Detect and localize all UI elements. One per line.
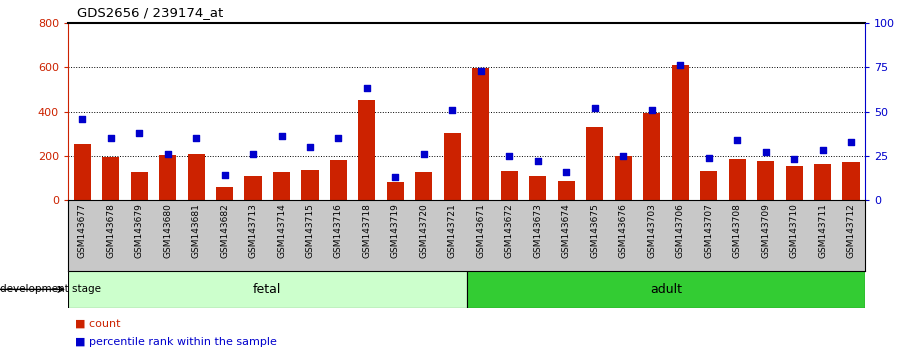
Bar [188, 154, 205, 200]
Text: GSM143708: GSM143708 [733, 204, 742, 258]
Point [502, 153, 516, 159]
Bar [728, 159, 746, 200]
Point [559, 169, 573, 175]
Bar [700, 171, 718, 200]
Point [132, 130, 147, 136]
Bar [843, 162, 860, 200]
Text: GSM143672: GSM143672 [505, 204, 514, 258]
Bar [130, 172, 148, 200]
Point [815, 148, 830, 153]
Bar [643, 113, 660, 200]
Bar [273, 172, 290, 200]
Text: GSM143673: GSM143673 [534, 204, 543, 258]
Text: development stage: development stage [0, 284, 101, 295]
Bar [671, 65, 689, 200]
Text: GSM143678: GSM143678 [106, 204, 115, 258]
Text: GDS2656 / 239174_at: GDS2656 / 239174_at [77, 6, 223, 19]
Text: GSM143680: GSM143680 [163, 204, 172, 258]
Text: GSM143718: GSM143718 [362, 204, 371, 258]
Bar [359, 101, 375, 200]
Point [587, 105, 602, 111]
Point [388, 174, 402, 180]
Text: GSM143713: GSM143713 [248, 204, 257, 258]
Text: GSM143716: GSM143716 [334, 204, 343, 258]
Point [474, 68, 488, 74]
Point [531, 158, 545, 164]
Text: GSM143676: GSM143676 [619, 204, 628, 258]
Bar [387, 182, 404, 200]
Bar [614, 156, 631, 200]
Point [360, 86, 374, 91]
Bar [814, 164, 831, 200]
Text: fetal: fetal [253, 283, 282, 296]
Point [103, 135, 118, 141]
Text: GSM143711: GSM143711 [818, 204, 827, 258]
Bar [245, 176, 262, 200]
Text: GSM143707: GSM143707 [704, 204, 713, 258]
Text: GSM143714: GSM143714 [277, 204, 286, 258]
Point [303, 144, 317, 150]
Text: GSM143712: GSM143712 [846, 204, 855, 258]
Text: GSM143710: GSM143710 [789, 204, 798, 258]
Bar [786, 166, 803, 200]
Point [616, 153, 631, 159]
Bar [467, 271, 865, 308]
Text: GSM143720: GSM143720 [419, 204, 429, 258]
Bar [444, 132, 461, 200]
Point [644, 107, 659, 113]
Text: GSM143719: GSM143719 [390, 204, 400, 258]
Bar [415, 172, 432, 200]
Text: GSM143675: GSM143675 [590, 204, 599, 258]
Bar [501, 171, 518, 200]
Bar [216, 187, 233, 200]
Point [701, 155, 716, 160]
Point [843, 139, 858, 144]
Point [275, 133, 289, 139]
Text: GSM143706: GSM143706 [676, 204, 685, 258]
Text: adult: adult [650, 283, 682, 296]
Bar [102, 157, 120, 200]
Bar [757, 161, 774, 200]
Point [217, 172, 232, 178]
Point [160, 151, 175, 157]
Bar [586, 127, 603, 200]
Point [246, 151, 260, 157]
Text: ■ count: ■ count [75, 319, 120, 329]
Text: GSM143677: GSM143677 [78, 204, 87, 258]
Bar [472, 68, 489, 200]
Bar [73, 144, 91, 200]
Point [445, 107, 459, 113]
Text: GSM143721: GSM143721 [448, 204, 457, 258]
Text: GSM143703: GSM143703 [647, 204, 656, 258]
Point [730, 137, 745, 143]
Point [673, 63, 688, 68]
Point [786, 156, 801, 162]
Text: ■ percentile rank within the sample: ■ percentile rank within the sample [75, 337, 277, 348]
Point [188, 135, 203, 141]
Bar [159, 155, 176, 200]
Text: GSM143681: GSM143681 [191, 204, 200, 258]
Text: GSM143709: GSM143709 [761, 204, 770, 258]
Point [75, 116, 90, 121]
Bar [529, 176, 546, 200]
Bar [330, 160, 347, 200]
Text: GSM143674: GSM143674 [562, 204, 571, 258]
Bar [68, 271, 467, 308]
Bar [302, 170, 319, 200]
Point [332, 135, 346, 141]
Text: GSM143679: GSM143679 [135, 204, 144, 258]
Text: GSM143682: GSM143682 [220, 204, 229, 258]
Text: GSM143671: GSM143671 [477, 204, 486, 258]
Bar [558, 181, 574, 200]
Text: GSM143715: GSM143715 [305, 204, 314, 258]
Point [758, 149, 773, 155]
Point [417, 151, 431, 157]
